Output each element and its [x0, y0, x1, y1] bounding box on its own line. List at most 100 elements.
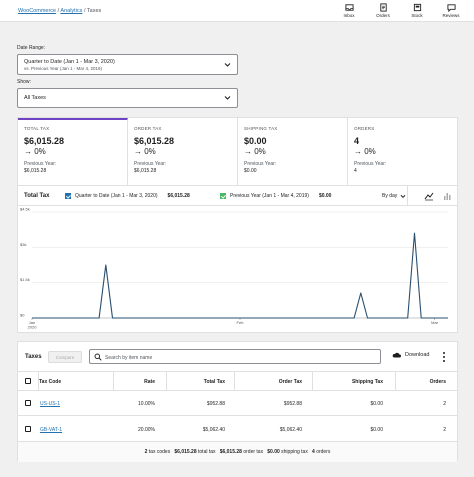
- inbox-label: Inbox: [343, 13, 355, 18]
- row-checkbox[interactable]: [25, 426, 31, 432]
- inbox-button[interactable]: Inbox: [332, 2, 366, 18]
- table-title: Taxes: [25, 354, 42, 360]
- summary-tax-codes-count: 2: [144, 449, 148, 455]
- x-tick-label: Mar: [431, 320, 439, 325]
- show-value: All Taxes: [24, 95, 46, 101]
- card-order-tax[interactable]: ORDER TAX $6,015.28 → 0% Previous Year: …: [128, 118, 238, 185]
- checkbox-icon: [220, 193, 226, 199]
- breadcrumb: WooCommerce / Analytics / Taxes: [18, 8, 101, 14]
- column-divider: [312, 372, 313, 390]
- card-prev-value: $0.00: [244, 168, 257, 174]
- top-bar: WooCommerce / Analytics / Taxes Inbox Or…: [0, 0, 474, 22]
- table-summary: 2 tax codes $6,015.28 total tax $6,015.2…: [18, 442, 457, 462]
- tax-code-link[interactable]: US-US-1: [40, 401, 61, 407]
- stock-label: Stock: [411, 13, 423, 18]
- y-tick-label: $4.5k: [20, 207, 30, 212]
- stock-icon: [413, 3, 421, 12]
- shipping-tax-cell: $0.00: [370, 401, 383, 407]
- download-button[interactable]: Download: [392, 351, 429, 358]
- column-divider: [395, 372, 396, 390]
- line-chart-icon[interactable]: [424, 191, 434, 201]
- compare-button[interactable]: Compare: [48, 351, 82, 363]
- column-header-tax-code[interactable]: Tax Code: [39, 379, 62, 385]
- card-value: 4: [354, 136, 360, 146]
- card-delta: → 0%: [354, 147, 376, 156]
- table-header-row: Tax Code Rate Total Tax Order Tax Shippi…: [18, 372, 457, 391]
- total-tax-cell: $952.88: [206, 401, 225, 407]
- summary-cards: TOTAL TAX $6,015.28 → 0% Previous Year: …: [17, 117, 458, 186]
- rate-cell: 20.00%: [138, 427, 155, 433]
- orders-icon: [379, 3, 387, 12]
- card-prev-label: Previous Year:: [134, 161, 167, 167]
- breadcrumb-analytics[interactable]: Analytics: [60, 8, 83, 14]
- date-range-value: Quarter to Date (Jan 1 - Mar 3, 2020): [24, 59, 115, 65]
- summary-total-tax: $6,015.28: [174, 449, 197, 455]
- card-orders[interactable]: ORDERS 4 → 0% Previous Year: 4: [348, 118, 457, 185]
- card-prev-value: 4: [354, 168, 357, 174]
- table-header: Taxes Compare Search by item name Downlo…: [18, 342, 457, 372]
- legend-current[interactable]: Quarter to Date (Jan 1 - Mar 3, 2020) $6…: [65, 193, 190, 199]
- checkbox-icon: [65, 193, 71, 199]
- orders-button[interactable]: Orders: [366, 2, 400, 18]
- card-label: SHIPPING TAX: [244, 126, 278, 131]
- table-row: GB-VAT-1 20.00% $5,062.40 $5,062.40 $0.0…: [18, 416, 457, 442]
- legend-previous-value: $0.00: [318, 193, 332, 199]
- summary-orders: 4: [312, 449, 315, 455]
- breadcrumb-separator: /: [57, 8, 60, 14]
- chevron-down-icon: [224, 62, 231, 67]
- column-divider: [234, 372, 235, 390]
- show-select[interactable]: All Taxes: [17, 88, 238, 108]
- reviews-button[interactable]: Reviews: [434, 2, 468, 18]
- card-prev-value: $6,015.28: [24, 168, 47, 174]
- card-value: $6,015.28: [134, 136, 175, 146]
- orders-cell: 2: [443, 401, 446, 407]
- tax-code-link[interactable]: GB-VAT-1: [40, 427, 63, 433]
- summary-shipping-tax: $0.00: [267, 449, 280, 455]
- chevron-down-icon: [400, 194, 406, 198]
- row-checkbox[interactable]: [25, 400, 31, 406]
- card-delta: → 0%: [24, 147, 46, 156]
- column-header-shipping-tax[interactable]: Shipping Tax: [351, 379, 383, 385]
- rate-cell: 10.00%: [138, 401, 155, 407]
- card-label: ORDERS: [354, 126, 375, 131]
- breadcrumb-current: Taxes: [86, 8, 102, 14]
- select-all-checkbox[interactable]: [25, 378, 31, 384]
- shipping-tax-cell: $0.00: [370, 427, 383, 433]
- card-value: $0.00: [244, 136, 267, 146]
- more-options-icon[interactable]: [442, 351, 446, 363]
- card-delta: → 0%: [244, 147, 266, 156]
- card-prev-value: $6,015.28: [134, 168, 157, 174]
- legend-current-value: $6,015.28: [167, 193, 190, 199]
- column-header-total-tax[interactable]: Total Tax: [203, 379, 225, 385]
- legend-current-label: Quarter to Date (Jan 1 - Mar 3, 2020): [75, 193, 158, 199]
- summary-orders-label: orders: [316, 449, 331, 455]
- y-tick-label: $3k: [20, 242, 26, 247]
- column-header-order-tax[interactable]: Order Tax: [278, 379, 302, 385]
- summary-total-tax-label: total tax: [198, 449, 216, 455]
- stock-button[interactable]: Stock: [400, 2, 434, 18]
- taxes-table: Taxes Compare Search by item name Downlo…: [17, 341, 458, 462]
- reviews-icon: [446, 4, 456, 12]
- cloud-download-icon: [392, 352, 401, 358]
- interval-select[interactable]: By day: [382, 193, 406, 199]
- card-prev-label: Previous Year:: [244, 161, 277, 167]
- total-tax-cell: $5,062.40: [202, 427, 225, 433]
- column-header-rate[interactable]: Rate: [144, 379, 155, 385]
- card-shipping-tax[interactable]: SHIPPING TAX $0.00 → 0% Previous Year: $…: [238, 118, 348, 185]
- card-total-tax[interactable]: TOTAL TAX $6,015.28 → 0% Previous Year: …: [18, 118, 128, 185]
- x-tick-label: Jan: [29, 320, 35, 325]
- summary-shipping-tax-label: shipping tax: [281, 449, 308, 455]
- bar-chart-icon[interactable]: [442, 191, 452, 201]
- order-tax-cell: $952.88: [283, 401, 302, 407]
- breadcrumb-woocommerce[interactable]: WooCommerce: [18, 8, 57, 14]
- search-input[interactable]: Search by item name: [89, 349, 381, 364]
- summary-tax-codes-label: tax codes: [148, 449, 171, 455]
- legend-previous-label: Previous Year (Jan 1 - Mar 4, 2019): [230, 193, 309, 199]
- search-icon: [94, 353, 102, 361]
- date-range-select[interactable]: Quarter to Date (Jan 1 - Mar 3, 2020) vs…: [17, 54, 238, 75]
- legend-previous[interactable]: Previous Year (Jan 1 - Mar 4, 2019) $0.0…: [220, 193, 331, 199]
- series-line: [32, 232, 448, 319]
- download-label: Download: [405, 351, 430, 358]
- column-header-orders[interactable]: Orders: [429, 379, 446, 385]
